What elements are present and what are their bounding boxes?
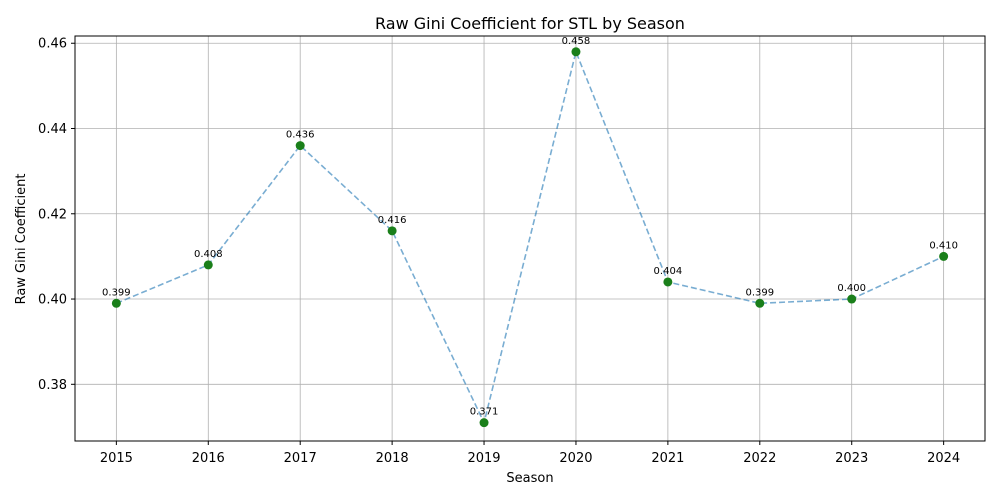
- data-point: [663, 277, 673, 287]
- chart-title: Raw Gini Coefficient for STL by Season: [375, 14, 685, 33]
- data-label: 0.399: [745, 287, 774, 298]
- data-point: [387, 226, 397, 236]
- series-line: [116, 49, 944, 426]
- x-tick-label: 2024: [927, 451, 960, 466]
- data-label: 0.410: [929, 240, 958, 251]
- x-tick-label: 2018: [376, 451, 409, 466]
- x-tick-label: 2020: [559, 451, 592, 466]
- plot-frame: [74, 35, 986, 442]
- x-tick-label: 2017: [284, 451, 317, 466]
- x-tick-label: 2023: [835, 451, 868, 466]
- data-point: [295, 141, 305, 151]
- data-point: [479, 418, 489, 428]
- axis-ticks: 2015 2016 2017 2018 2019 2020 2021 2022 2023 2024…: [38, 37, 960, 466]
- grid: [75, 36, 985, 441]
- y-tick-label: 0.42: [38, 207, 67, 222]
- data-label: 0.400: [837, 283, 866, 294]
- data-point: [111, 298, 121, 308]
- data-label: 0.458: [562, 36, 591, 47]
- x-tick-label: 2022: [743, 451, 776, 466]
- data-point: [939, 251, 949, 261]
- y-tick-label: 0.40: [38, 293, 67, 308]
- data-label: 0.399: [102, 287, 131, 298]
- data-points: 0.399 0.408 0.436 0.416 0.371 0.458 0.404 0.399…: [102, 36, 958, 428]
- data-label: 0.404: [654, 266, 683, 277]
- y-axis-label: Raw Gini Coefficient: [14, 174, 29, 305]
- data-label: 0.371: [470, 407, 499, 418]
- x-tick-label: 2021: [651, 451, 684, 466]
- data-point: [203, 260, 213, 270]
- y-tick-label: 0.44: [38, 122, 67, 137]
- y-tick-label: 0.46: [38, 37, 67, 52]
- data-label: 0.436: [286, 130, 315, 141]
- x-tick-label: 2019: [467, 451, 500, 466]
- data-label: 0.416: [378, 215, 407, 226]
- x-axis-label: Season: [506, 471, 553, 486]
- data-point: [847, 294, 857, 304]
- data-point: [571, 47, 581, 57]
- data-point: [755, 298, 765, 308]
- data-label: 0.408: [194, 249, 223, 260]
- x-tick-label: 2015: [100, 451, 133, 466]
- y-tick-label: 0.38: [38, 378, 67, 393]
- x-tick-label: 2016: [192, 451, 225, 466]
